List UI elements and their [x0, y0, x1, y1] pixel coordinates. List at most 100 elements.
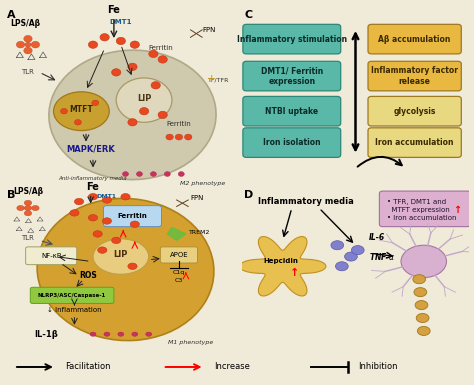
FancyBboxPatch shape	[243, 128, 341, 157]
Circle shape	[122, 172, 128, 176]
Circle shape	[98, 247, 107, 253]
Text: Hepcidin: Hepcidin	[263, 258, 298, 264]
Text: Ferritin: Ferritin	[148, 45, 173, 51]
Text: DMT1/ Ferritin
expression: DMT1/ Ferritin expression	[261, 66, 323, 86]
FancyBboxPatch shape	[243, 24, 341, 54]
Text: FPN: FPN	[202, 27, 216, 33]
Circle shape	[336, 262, 348, 271]
Circle shape	[166, 134, 173, 140]
Text: Inflammatory factor
release: Inflammatory factor release	[371, 66, 458, 86]
Text: Fe: Fe	[87, 182, 100, 192]
Circle shape	[102, 197, 111, 203]
Text: glycolysis: glycolysis	[393, 107, 436, 116]
Text: TLR: TLR	[21, 69, 35, 75]
Text: Inhibition: Inhibition	[358, 363, 397, 372]
Text: Increase: Increase	[214, 363, 250, 372]
Circle shape	[32, 206, 39, 211]
Ellipse shape	[116, 78, 172, 122]
Text: M2 phenotype: M2 phenotype	[180, 181, 225, 186]
Text: MAPK/ERK: MAPK/ERK	[66, 145, 115, 154]
Circle shape	[70, 210, 79, 216]
Circle shape	[351, 246, 364, 254]
Text: B: B	[7, 190, 16, 200]
FancyBboxPatch shape	[368, 24, 461, 54]
Text: TNF-$\alpha$: TNF-$\alpha$	[369, 251, 396, 262]
Text: LIP: LIP	[137, 94, 151, 103]
Circle shape	[31, 41, 39, 48]
FancyBboxPatch shape	[368, 96, 461, 126]
Text: NLRP3/ASC/Caspase-1: NLRP3/ASC/Caspase-1	[38, 293, 106, 298]
Text: • Iron accumulation: • Iron accumulation	[387, 215, 457, 221]
Text: LIP: LIP	[114, 251, 128, 259]
Text: Iron accumulation: Iron accumulation	[375, 138, 454, 147]
FancyBboxPatch shape	[103, 206, 162, 227]
Circle shape	[24, 200, 32, 206]
Text: Anti-inflammatory media: Anti-inflammatory media	[59, 176, 128, 181]
Text: Iron isolation: Iron isolation	[263, 138, 320, 147]
Circle shape	[90, 332, 96, 336]
Text: MTFT: MTFT	[70, 105, 93, 114]
Circle shape	[111, 237, 121, 244]
Circle shape	[184, 134, 192, 140]
Circle shape	[118, 332, 124, 336]
Text: ↓ Inflammation: ↓ Inflammation	[47, 306, 102, 313]
Ellipse shape	[93, 239, 149, 275]
Text: TLR: TLR	[21, 235, 35, 241]
FancyBboxPatch shape	[30, 287, 114, 303]
Circle shape	[121, 194, 130, 200]
Circle shape	[128, 119, 137, 126]
Text: D: D	[244, 190, 253, 200]
Circle shape	[149, 50, 158, 58]
Ellipse shape	[37, 198, 214, 341]
Circle shape	[132, 332, 138, 336]
Circle shape	[17, 206, 24, 211]
Circle shape	[158, 56, 167, 63]
FancyBboxPatch shape	[368, 61, 461, 91]
Circle shape	[24, 206, 32, 211]
Text: Facilitation: Facilitation	[65, 363, 110, 372]
FancyBboxPatch shape	[379, 191, 470, 227]
Text: • TFR, DMT1 and: • TFR, DMT1 and	[387, 199, 447, 204]
Text: TREM2: TREM2	[189, 230, 210, 235]
Polygon shape	[167, 228, 186, 240]
Circle shape	[158, 111, 167, 119]
Text: IL-6: IL-6	[369, 233, 385, 243]
Circle shape	[100, 33, 109, 41]
Text: APOE: APOE	[170, 252, 188, 258]
Circle shape	[61, 109, 67, 114]
Text: Inflammatory media: Inflammatory media	[257, 197, 353, 206]
Circle shape	[128, 63, 137, 70]
Text: LPS/Aβ: LPS/Aβ	[13, 186, 43, 196]
Circle shape	[418, 326, 430, 335]
Text: ↑: ↑	[453, 205, 462, 215]
Circle shape	[415, 301, 428, 310]
Text: M1 phenotype: M1 phenotype	[168, 340, 213, 345]
Circle shape	[111, 69, 121, 76]
FancyBboxPatch shape	[160, 247, 198, 263]
Circle shape	[24, 47, 32, 54]
Text: NF-κB: NF-κB	[41, 253, 62, 259]
Text: IL-1β: IL-1β	[35, 330, 58, 340]
Circle shape	[92, 100, 99, 105]
Text: +: +	[207, 74, 216, 84]
Text: Aβ accumulation: Aβ accumulation	[378, 35, 451, 44]
Text: NTBI uptake: NTBI uptake	[265, 107, 319, 116]
Text: MTFT expression: MTFT expression	[387, 207, 450, 213]
Circle shape	[137, 172, 143, 176]
Circle shape	[413, 275, 426, 284]
Circle shape	[24, 211, 32, 216]
Text: TF/TFR: TF/TFR	[208, 78, 229, 83]
Circle shape	[102, 218, 111, 224]
Circle shape	[88, 194, 98, 200]
Circle shape	[175, 134, 182, 140]
Text: Fe: Fe	[108, 5, 120, 15]
FancyBboxPatch shape	[243, 61, 341, 91]
Text: DMT1: DMT1	[97, 194, 117, 199]
Circle shape	[401, 245, 447, 278]
Circle shape	[178, 172, 184, 176]
Circle shape	[331, 241, 344, 250]
Text: Ferritin: Ferritin	[166, 121, 191, 127]
Circle shape	[130, 221, 139, 228]
Circle shape	[128, 263, 137, 270]
FancyBboxPatch shape	[243, 96, 341, 126]
